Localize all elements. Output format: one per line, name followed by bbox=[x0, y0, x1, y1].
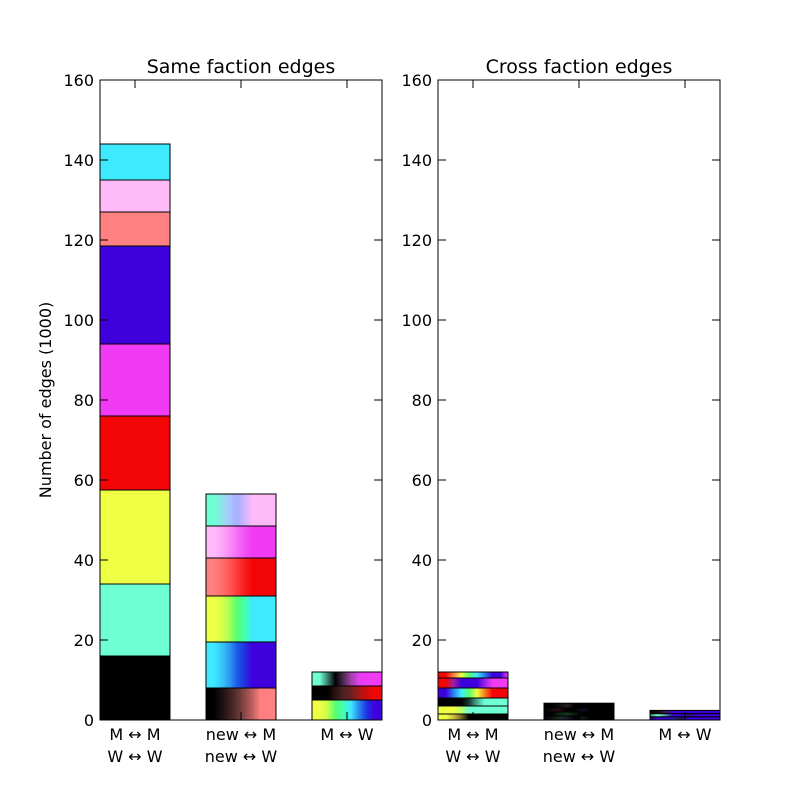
x-tick-label: M ↔ M bbox=[109, 725, 160, 744]
bar-segment-p0-b0-s7 bbox=[99, 179, 171, 213]
bar-segment-p0-b0-s8 bbox=[99, 143, 171, 181]
bar-segment-p0-b1-s1 bbox=[205, 641, 277, 689]
bars-same-faction bbox=[99, 143, 383, 721]
y-axis-cross-faction: 0 20 40 60 80 100 120 140 160 bbox=[401, 71, 720, 730]
panel-same-faction: Same faction edges 0 20 40 60 80 100 120 140 160… bbox=[63, 56, 383, 766]
x-axis-same-faction: M ↔ M W ↔ W new ↔ M new ↔ W M ↔ W bbox=[107, 80, 374, 766]
x-tick-label: M ↔ W bbox=[658, 725, 711, 744]
y-tick-label: 160 bbox=[401, 71, 432, 90]
y-tick-label: 0 bbox=[84, 711, 94, 730]
y-tick-label: 140 bbox=[63, 151, 94, 170]
y-tick-label: 40 bbox=[74, 551, 94, 570]
x-tick-label: new ↔ M bbox=[544, 725, 614, 744]
bar-segment-p1-b1-s3 bbox=[543, 702, 615, 709]
bar-segment-p0-b0-s3 bbox=[99, 415, 171, 491]
x-tick-label: W ↔ W bbox=[445, 747, 500, 766]
y-tick-label: 100 bbox=[63, 311, 94, 330]
bar-segment-p0-b2-s2 bbox=[311, 671, 383, 687]
y-tick-label: 160 bbox=[63, 71, 94, 90]
y-axis-label: Number of edges (1000) bbox=[36, 302, 55, 499]
y-tick-label: 40 bbox=[412, 551, 432, 570]
bar-segment-p0-b0-s4 bbox=[99, 343, 171, 417]
bar-segment-p0-b0-s2 bbox=[99, 489, 171, 585]
bar-segment-p0-b2-s1 bbox=[311, 685, 383, 701]
y-tick-label: 140 bbox=[401, 151, 432, 170]
bar-segment-p1-b0-s5 bbox=[437, 671, 509, 679]
bar-segment-p0-b0-s5 bbox=[99, 245, 171, 345]
x-tick-label: M ↔ W bbox=[320, 725, 373, 744]
x-tick-label: M ↔ M bbox=[447, 725, 498, 744]
bar-segment-p1-b0-s2 bbox=[437, 697, 509, 707]
x-tick-label: W ↔ W bbox=[107, 747, 162, 766]
y-tick-label: 0 bbox=[422, 711, 432, 730]
y-tick-label: 120 bbox=[63, 231, 94, 250]
bar-segment-p1-b0-s4 bbox=[437, 677, 509, 689]
y-tick-label: 80 bbox=[74, 391, 94, 410]
y-tick-label: 20 bbox=[412, 631, 432, 650]
y-tick-label: 100 bbox=[401, 311, 432, 330]
bar-segment-p1-b0-s3 bbox=[437, 687, 509, 699]
bar-segment-p0-b0-s6 bbox=[99, 211, 171, 247]
y-tick-label: 120 bbox=[401, 231, 432, 250]
bar-segment-p0-b0-s0 bbox=[99, 655, 171, 721]
y-tick-label: 60 bbox=[74, 471, 94, 490]
x-tick-label: new ↔ W bbox=[543, 747, 616, 766]
x-axis-cross-faction: M ↔ M W ↔ W new ↔ M new ↔ W M ↔ W bbox=[445, 80, 712, 766]
bar-segment-p0-b1-s3 bbox=[205, 557, 277, 597]
panel-cross-faction: Cross faction edges 0 20 40 60 80 100 120 140 16… bbox=[401, 56, 721, 766]
y-tick-label: 80 bbox=[412, 391, 432, 410]
y-tick-label: 60 bbox=[412, 471, 432, 490]
panel-title-same-faction: Same faction edges bbox=[147, 56, 336, 78]
panel-title-cross-faction: Cross faction edges bbox=[486, 56, 673, 78]
y-tick-label: 20 bbox=[74, 631, 94, 650]
bar-segment-p1-b1-s2 bbox=[543, 707, 615, 713]
bar-segment-p0-b1-s4 bbox=[205, 525, 277, 559]
bar-segment-p0-b1-s5 bbox=[205, 493, 277, 527]
bar-segment-p0-b1-s2 bbox=[205, 595, 277, 643]
x-tick-label: new ↔ M bbox=[206, 725, 276, 744]
x-tick-label: new ↔ W bbox=[205, 747, 278, 766]
y-axis-same-faction: 0 20 40 60 80 100 120 140 160 bbox=[63, 71, 382, 730]
bar-segment-p0-b0-s1 bbox=[99, 583, 171, 657]
plot-frame-cross-faction bbox=[437, 79, 721, 721]
